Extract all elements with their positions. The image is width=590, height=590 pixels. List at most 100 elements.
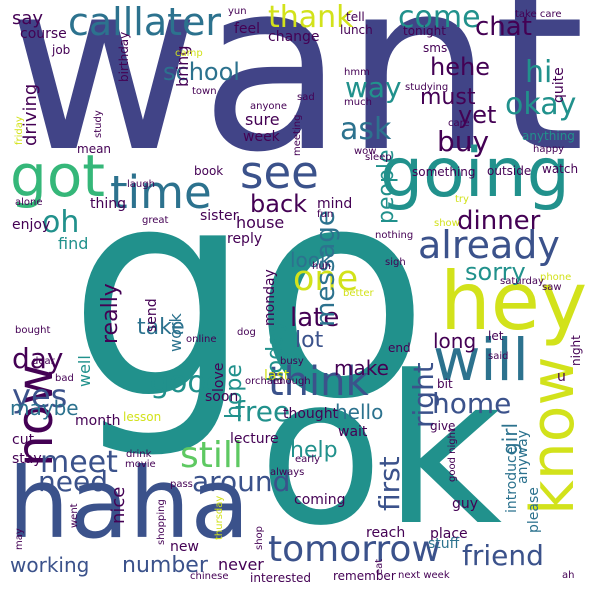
cloud-word: will [433,326,529,394]
cloud-word: well [75,355,94,387]
cloud-word: sorry [465,258,526,286]
cloud-word: day [12,342,64,375]
cloud-word: sure [245,110,280,129]
cloud-word: orchard [245,376,284,387]
cloud-word: watch [542,162,579,176]
cloud-word: yet [458,101,497,129]
cloud-word: take [137,315,185,340]
cloud-word: chinese [190,571,229,582]
cloud-word: last [264,368,290,384]
cloud-word: need [38,465,108,498]
cloud-word: lunch [340,23,373,37]
cloud-word: ask [340,112,392,147]
cloud-word: calllater [68,0,222,44]
cloud-word: yun [228,6,247,17]
cloud-word: shopping [156,499,167,545]
cloud-word: make [334,356,389,380]
cloud-word: tell [346,10,365,24]
cloud-word: nice [108,486,129,524]
cloud-word: go [68,126,430,463]
cloud-word: cut [12,432,35,448]
cloud-word: around [192,465,291,498]
cloud-word: reply [227,231,263,247]
cloud-word: nothing [375,230,414,241]
cloud-word: yes [12,377,68,415]
cloud-word: ah [562,570,575,581]
cloud-word: lesson [123,410,162,424]
cloud-word: help [290,438,338,463]
cloud-word: mean [77,142,112,156]
cloud-word: late [290,303,340,333]
cloud-word: busy [280,356,304,367]
cloud-word: lecture [230,431,279,447]
cloud-word: early [295,454,321,465]
cloud-word: online [186,334,217,345]
cloud-word: great [142,215,169,226]
cloud-word: movie [125,459,156,470]
cloud-word: one [293,259,359,299]
cloud-word: wow [354,146,377,157]
cloud-word: month [75,413,121,429]
cloud-word: quite [551,67,567,103]
cloud-word: must [420,85,476,110]
cloud-word: book [194,164,224,178]
cloud-word: enjoy [12,217,51,233]
cloud-word: fun [317,209,334,220]
cloud-word: mind [317,196,353,212]
cloud-word: still [180,435,243,476]
cloud-word: good [150,365,225,400]
cloud-word: shop [254,525,265,550]
cloud-word: hey [440,255,588,348]
cloud-word: drink [126,449,152,460]
cloud-word: enough [273,376,311,387]
cloud-word: friend [462,539,544,572]
cloud-word: happy [533,144,565,155]
cloud-word: find [58,234,89,253]
cloud-word: introduce [504,446,520,513]
cloud-word: haha [8,447,250,560]
cloud-word: course [20,26,67,42]
cloud-word: may [14,528,25,550]
cloud-word: show [434,218,460,229]
cloud-word: went [69,503,80,528]
cloud-word: new [170,539,199,555]
cloud-word: thank [268,0,354,35]
cloud-word: house [236,213,285,232]
cloud-word: eat [374,558,385,575]
cloud-word: remember [333,569,396,583]
cloud-word: huh [312,261,332,272]
cloud-word: feel [234,21,261,37]
cloud-word: okay [505,87,577,122]
cloud-word: already [418,223,560,267]
cloud-word: said [488,351,509,362]
cloud-word: meeting [292,114,303,156]
cloud-word: anyone [250,101,287,112]
cloud-word: u [557,369,566,385]
cloud-word: take care [515,9,562,20]
cloud-word: maybe [10,396,79,420]
cloud-word: buy [437,125,490,158]
cloud-word: saturday [500,276,544,287]
cloud-word: back [250,190,308,218]
cloud-word: reach [366,525,406,541]
cloud-word: ok [258,333,503,571]
cloud-word: studying [405,82,449,93]
cloud-word: alone [15,197,43,208]
cloud-word: want [8,0,586,204]
cloud-word: way [345,71,402,104]
cloud-word: laugh [127,179,155,190]
cloud-word: tomorrow [268,529,441,570]
cloud-word: bit [437,377,453,391]
cloud-word: friday [14,116,25,145]
cloud-word: hi [525,55,553,90]
cloud-word: dear [32,356,55,367]
cloud-word: thing [90,196,127,212]
cloud-word: birthday [117,31,131,82]
cloud-word: dog [237,327,256,338]
cloud-word: chat [475,12,532,42]
cloud-word: let [488,329,504,343]
cloud-word: really [98,283,123,344]
cloud-word: outside [487,164,532,178]
cloud-word: better [343,288,374,299]
